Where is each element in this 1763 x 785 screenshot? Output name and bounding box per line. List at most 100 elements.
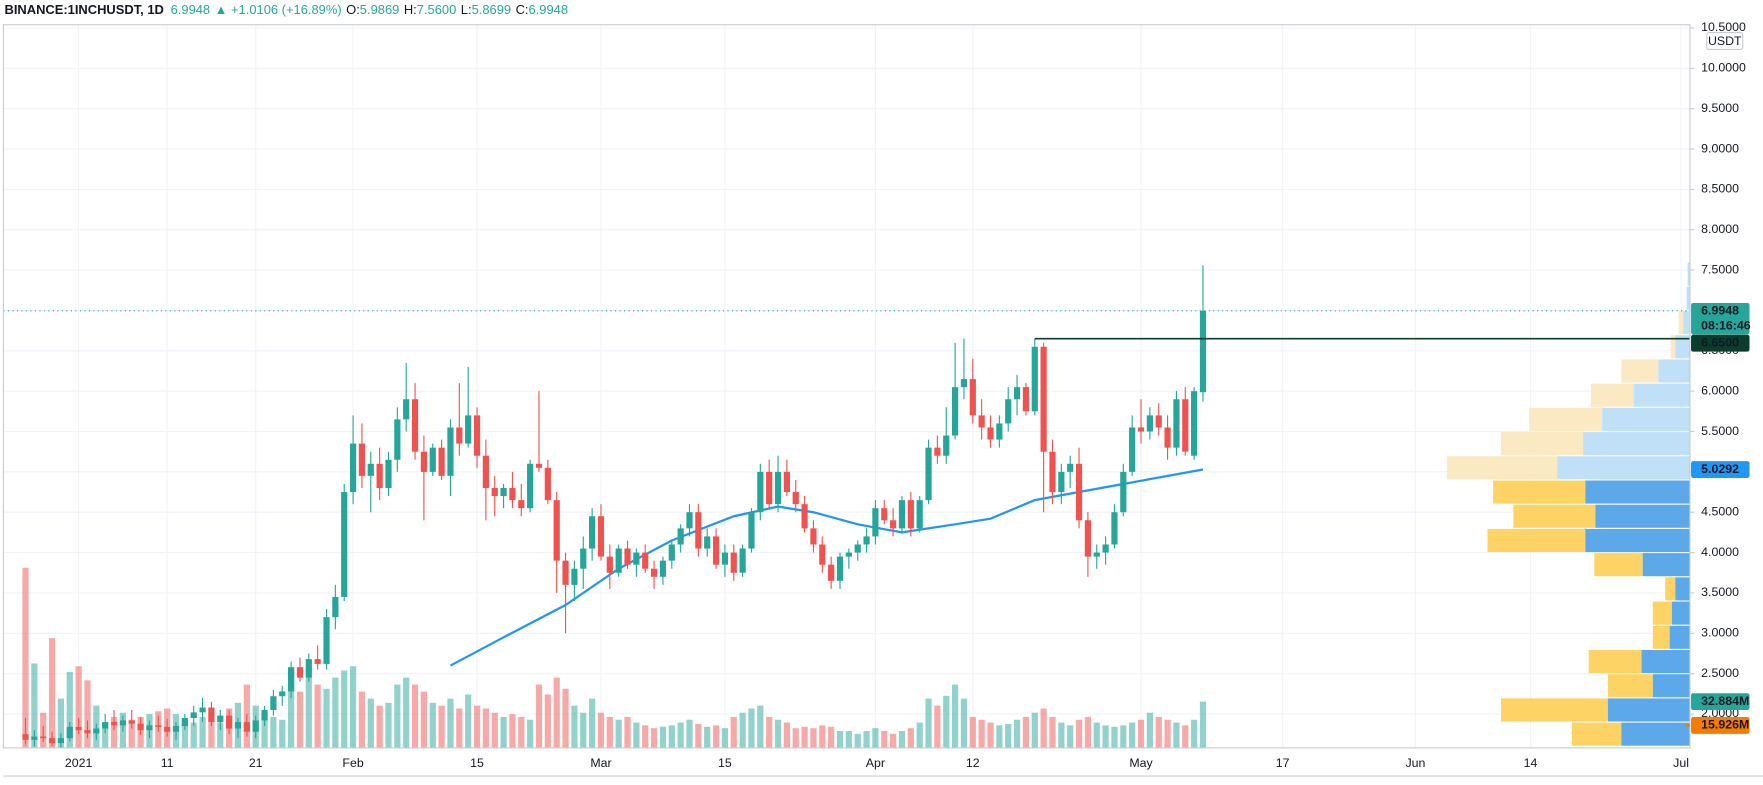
profile-down [1487, 528, 1586, 553]
candle-body [571, 568, 578, 585]
candle-body [22, 734, 29, 740]
volume-bar [1031, 712, 1038, 748]
volume-bar [943, 695, 950, 748]
profile-up [1675, 335, 1690, 359]
profile-down [1652, 601, 1672, 625]
volume-bar [951, 684, 959, 748]
x-tick-label: 12 [966, 756, 980, 770]
level-label: 6.6500 [1701, 335, 1739, 349]
profile-down [1501, 698, 1608, 722]
volume-bar [349, 666, 357, 748]
candle-body [624, 548, 631, 565]
candle-body [66, 726, 73, 739]
candle-body [1120, 471, 1127, 513]
volume-bar [22, 567, 29, 748]
volume-bar [571, 705, 578, 748]
candle-body [1102, 544, 1109, 553]
candle-body [544, 467, 551, 501]
candle-body [164, 726, 171, 732]
volume-bar [890, 733, 897, 748]
volume-bar [1111, 726, 1118, 748]
y-tick-label: 5.5000 [1701, 424, 1739, 438]
candle-body [394, 419, 401, 460]
volume-bar [1040, 708, 1047, 748]
candle-body [1075, 463, 1083, 521]
volume-bar [553, 677, 560, 748]
profile-up [1652, 674, 1690, 698]
candle-body [181, 718, 188, 727]
candle-body [730, 552, 737, 573]
candle-body [677, 528, 684, 545]
candle-body [482, 455, 489, 489]
candle-body [48, 738, 56, 744]
volume-bar [695, 723, 702, 748]
y-tick-label: 10.0000 [1701, 61, 1746, 75]
profile-down [1501, 432, 1584, 456]
candle-body [1155, 415, 1162, 428]
volume-bar [606, 716, 613, 748]
candle-body [1191, 391, 1198, 456]
volume-bar [1022, 716, 1030, 748]
candle-body [774, 471, 782, 505]
profile-down [1594, 553, 1643, 577]
candle-body [447, 427, 454, 476]
candle-body [996, 423, 1003, 440]
x-tick-label: May [1129, 756, 1153, 770]
candle-body [1040, 346, 1047, 452]
candle-body [978, 415, 985, 428]
candle-body [650, 568, 658, 577]
volume-bar [456, 708, 463, 748]
volume-bar [748, 708, 755, 748]
profile-up [1671, 601, 1690, 625]
candle-body [75, 726, 82, 731]
volume-bar [1173, 722, 1180, 748]
volume-bar [1182, 725, 1189, 748]
candle-body [1022, 387, 1030, 412]
candle-body [642, 552, 649, 569]
candle-body [31, 736, 38, 740]
candle-body [695, 512, 702, 549]
candle-body [137, 723, 144, 731]
candle-body [349, 443, 357, 493]
volume-bar [518, 716, 525, 748]
candle-body [553, 500, 560, 561]
volume-bar [1155, 716, 1162, 748]
candle-body [1031, 346, 1038, 412]
profile-up [1583, 432, 1690, 456]
x-tick-label: 21 [249, 756, 263, 770]
candle-body [376, 463, 383, 489]
candle-body [1173, 399, 1180, 448]
profile-up [1675, 577, 1690, 601]
volume-bar [792, 728, 799, 748]
volume-bar [403, 677, 410, 748]
candle-body [721, 552, 729, 565]
volume-bar [757, 705, 764, 748]
last-price-label-box [1691, 302, 1750, 335]
profile-down [1670, 335, 1676, 359]
volume-bar [562, 688, 569, 748]
candle-body [420, 451, 428, 472]
candle-body [518, 500, 525, 509]
profile-up [1621, 722, 1690, 746]
candle-body [438, 447, 445, 476]
volume-bar [978, 719, 985, 748]
x-tick-label: 15 [470, 756, 484, 770]
candle-body [615, 548, 622, 573]
volume-bar [712, 725, 720, 748]
volume-bar [1129, 722, 1136, 748]
candle-body [403, 399, 410, 420]
candle-body [668, 544, 675, 561]
candle-body [1164, 427, 1171, 448]
candle-body [1137, 427, 1145, 432]
header: BINANCE:1INCHUSDT, 1D 6.9948 ▲ +1.0106 (+1… [4, 3, 568, 18]
volume-bar [102, 722, 109, 748]
volume-bar [57, 698, 65, 748]
candle-body [925, 447, 932, 501]
x-tick-label: Feb [342, 756, 363, 770]
candle-body [367, 463, 374, 476]
candle-body [810, 528, 817, 545]
volume-bar [1137, 719, 1145, 748]
